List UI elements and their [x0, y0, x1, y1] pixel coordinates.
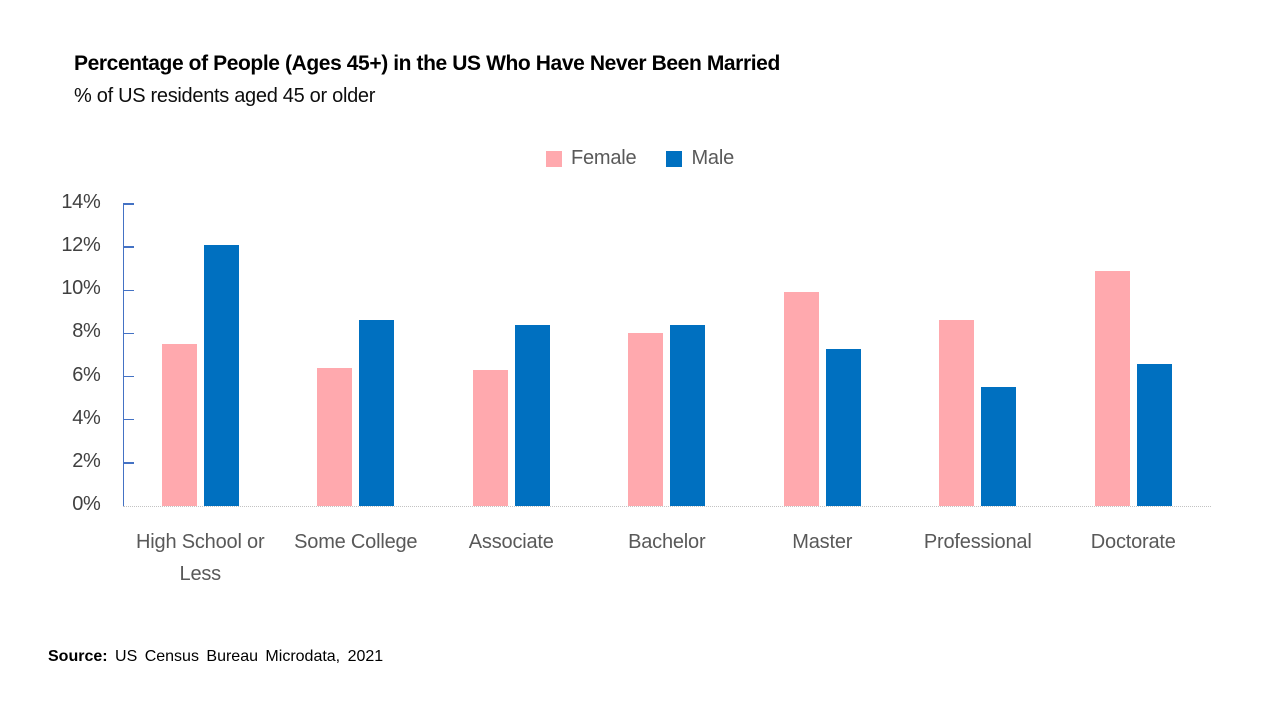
y-axis-tick	[122, 203, 134, 205]
source-prefix: Source:	[48, 648, 108, 665]
bar-male-4	[825, 348, 861, 506]
x-axis-label: Professional	[923, 531, 1032, 553]
legend-swatch-female	[545, 150, 562, 167]
legend-label-female: Female	[570, 147, 637, 169]
bar-female-1	[317, 367, 353, 506]
x-axis-label: Master	[792, 531, 853, 553]
chart-subtitle: % of US residents aged 45 or older	[74, 85, 376, 107]
y-axis-tick	[122, 418, 134, 421]
bar-male-2	[514, 324, 550, 506]
bar-female-4	[783, 292, 819, 506]
y-axis-label: 14%	[61, 191, 101, 213]
y-axis-label: 8%	[72, 320, 101, 343]
x-axis-label: Some College	[294, 531, 418, 553]
y-axis-label: 4%	[72, 406, 101, 429]
bar-male-6	[1136, 363, 1172, 506]
y-axis-label: 2%	[72, 449, 101, 472]
legend: Female Male	[0, 147, 1280, 170]
legend-item-female: Female	[545, 147, 637, 170]
x-axis-label: High School or Less	[136, 531, 265, 585]
y-axis-line	[122, 204, 124, 506]
y-axis-tick	[122, 289, 134, 292]
y-axis-tick	[122, 375, 134, 378]
legend-item-male: Male	[666, 147, 734, 170]
y-axis-tick	[122, 246, 134, 248]
bar-female-3	[628, 333, 664, 506]
y-axis-label: 12%	[61, 234, 101, 257]
y-axis-label: 10%	[61, 277, 101, 300]
bar-male-0	[203, 244, 239, 506]
y-axis-tick	[122, 462, 134, 464]
bar-female-6	[1094, 270, 1130, 506]
y-axis-tick	[122, 332, 134, 335]
bar-male-5	[981, 387, 1017, 506]
legend-label-male: Male	[691, 147, 735, 169]
x-axis-baseline	[122, 505, 1211, 507]
bar-female-5	[939, 320, 975, 506]
bar-female-2	[472, 370, 508, 506]
x-axis-label: Bachelor	[628, 531, 706, 553]
bar-female-0	[161, 344, 197, 506]
chart-title: Percentage of People (Ages 45+) in the U…	[74, 52, 780, 75]
x-axis-label: Associate	[468, 531, 554, 553]
y-axis-label: 0%	[72, 493, 101, 515]
x-axis-label: Doctorate	[1090, 531, 1176, 553]
bar-male-3	[670, 324, 706, 506]
y-axis-label: 6%	[72, 363, 101, 386]
source-text: US Census Bureau Microdata, 2021	[107, 648, 384, 665]
legend-swatch-male	[666, 150, 683, 167]
source-line: Source: US Census Bureau Microdata, 2021	[48, 648, 383, 666]
bar-male-1	[359, 320, 395, 506]
